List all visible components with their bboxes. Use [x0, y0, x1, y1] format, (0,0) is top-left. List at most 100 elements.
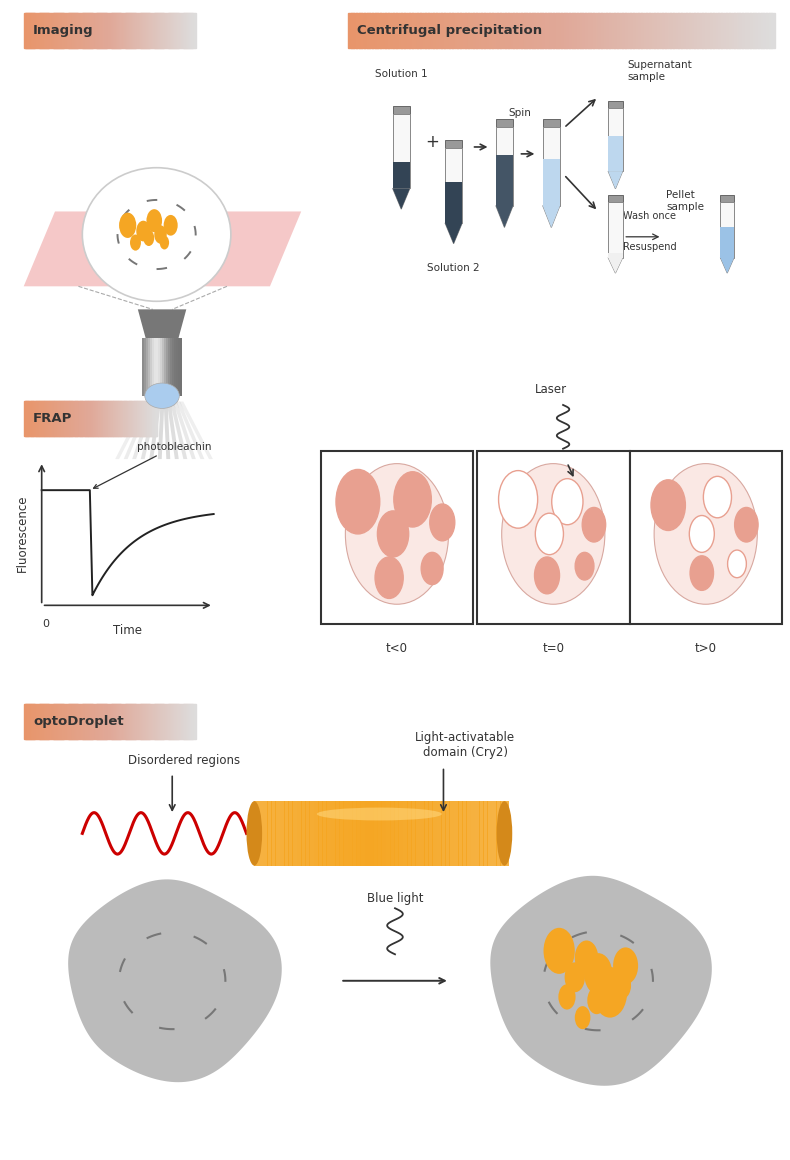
Bar [110, 401, 111, 436]
Bar [500, 14, 503, 48]
Bar [39, 401, 40, 436]
Bar [36, 704, 37, 739]
Bar [55, 704, 57, 739]
Bar [601, 14, 604, 48]
Bar [59, 401, 61, 436]
Bar [90, 14, 92, 48]
Bar [32, 14, 33, 48]
Bar [126, 401, 128, 436]
Bar [608, 253, 623, 258]
Bar [393, 114, 410, 188]
Bar [107, 401, 108, 436]
Bar [766, 14, 769, 48]
Bar [80, 704, 81, 739]
Bar [77, 401, 78, 436]
Bar [158, 14, 160, 48]
Bar [113, 704, 115, 739]
Bar [71, 401, 73, 436]
Bar [73, 14, 75, 48]
Bar [483, 802, 488, 865]
Bar [51, 401, 53, 436]
Text: Supernatant
sample: Supernatant sample [627, 60, 692, 81]
Bar [140, 14, 141, 48]
Bar [615, 14, 618, 48]
Bar [510, 14, 514, 48]
Bar [466, 802, 471, 865]
Bar [103, 401, 104, 436]
Bar [75, 401, 77, 436]
Circle shape [146, 209, 162, 232]
Bar [185, 14, 186, 48]
Bar [444, 14, 447, 48]
Bar [457, 802, 463, 865]
Polygon shape [608, 172, 623, 189]
Bar [104, 704, 106, 739]
Bar [409, 14, 413, 48]
Bar [82, 401, 84, 436]
Bar [57, 14, 59, 48]
Bar [95, 401, 96, 436]
Bar [134, 704, 136, 739]
Bar [152, 401, 154, 436]
Bar [604, 14, 608, 48]
Bar [630, 451, 782, 624]
Bar [136, 14, 137, 48]
Polygon shape [170, 401, 187, 459]
Bar [75, 704, 77, 739]
Bar [107, 14, 108, 48]
Bar [386, 802, 391, 865]
Bar [130, 401, 131, 436]
Bar [33, 401, 35, 436]
Polygon shape [543, 205, 560, 227]
Bar [415, 14, 418, 48]
Bar [380, 14, 383, 48]
Bar [502, 14, 506, 48]
Bar [114, 704, 116, 739]
Bar [60, 14, 62, 48]
Bar [179, 704, 180, 739]
Bar [50, 704, 51, 739]
Bar [91, 401, 92, 436]
Bar [32, 704, 33, 739]
Bar [84, 401, 85, 436]
Bar [59, 14, 61, 48]
Bar [53, 704, 55, 739]
Bar [360, 802, 365, 865]
Bar [80, 14, 81, 48]
Bar [425, 14, 429, 48]
Bar [122, 704, 125, 739]
Text: Resuspend: Resuspend [623, 242, 677, 252]
Bar [84, 704, 86, 739]
Bar [142, 14, 144, 48]
Bar [36, 14, 39, 48]
Text: optoDroplet: optoDroplet [33, 716, 124, 728]
Bar [80, 401, 82, 436]
Bar [68, 704, 70, 739]
Bar [134, 401, 135, 436]
Bar [450, 14, 453, 48]
Bar [143, 14, 145, 48]
Bar [66, 704, 69, 739]
Bar [131, 704, 133, 739]
Bar [115, 14, 117, 48]
Bar [86, 14, 88, 48]
Bar [147, 401, 149, 436]
Bar [144, 339, 146, 396]
Bar [98, 704, 100, 739]
Bar [608, 101, 623, 108]
Bar [152, 401, 153, 436]
Bar [543, 128, 560, 205]
Bar [321, 451, 473, 624]
Bar [45, 704, 47, 739]
Bar [473, 14, 476, 48]
Bar [44, 14, 46, 48]
Text: t>0: t>0 [694, 643, 717, 655]
Bar [93, 14, 96, 48]
Bar [102, 704, 104, 739]
Bar [63, 704, 66, 739]
Bar [93, 704, 96, 739]
Bar [167, 14, 168, 48]
Bar [56, 401, 58, 436]
Bar [580, 14, 583, 48]
Bar [137, 704, 140, 739]
